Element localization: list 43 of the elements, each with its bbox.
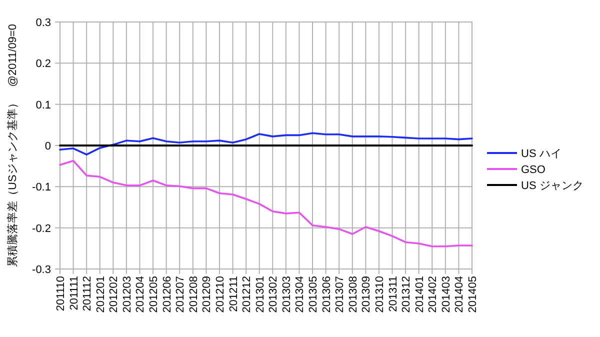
y-tick-label: 0	[44, 140, 51, 152]
x-tick-label: 201301	[254, 276, 266, 313]
x-tick-label: 201205	[148, 276, 160, 313]
y-tick-label: -0.2	[32, 222, 51, 235]
x-tick-label: 201204	[134, 276, 147, 313]
x-tick-label: 201212	[241, 276, 254, 313]
x-tick-label: 201209	[201, 276, 214, 313]
y-tick-label: -0.1	[32, 182, 51, 194]
x-tick-label: 201307	[334, 276, 346, 313]
x-tick-label: 201206	[161, 276, 174, 313]
y-tick-label: 0.1	[36, 99, 51, 112]
x-tick-label: 201405	[467, 276, 479, 313]
legend-label: US ハイ	[521, 148, 562, 160]
y-tick-label: -0.3	[32, 264, 51, 276]
x-tick-label: 201203	[121, 276, 134, 313]
x-tick-label: 201305	[308, 276, 320, 313]
x-tick-label: 201404	[454, 276, 466, 313]
x-tick-label: 201304	[294, 276, 306, 313]
x-tick-label: 201110	[55, 276, 67, 312]
x-tick-label: 201303	[280, 276, 293, 313]
y-tick-label: 0.2	[36, 58, 51, 70]
x-tick-label: 201208	[188, 276, 200, 313]
x-tick-label: 201311	[387, 276, 400, 312]
y-tick-label: 0.3	[36, 17, 51, 29]
x-tick-label: 201201	[94, 276, 107, 313]
x-tick-label: 201310	[374, 276, 386, 313]
x-tick-label: 201210	[214, 276, 226, 313]
x-tick-label: 201202	[108, 276, 120, 313]
legend-label: GSO	[521, 164, 546, 176]
x-tick-label: 201308	[347, 276, 360, 313]
x-tick-label: 201402	[427, 276, 440, 313]
x-tick-label: 201309	[360, 276, 373, 313]
x-tick-label: 201207	[174, 276, 187, 313]
x-tick-label: 201401	[414, 276, 426, 313]
x-tick-label: 201312	[400, 276, 413, 313]
legend-label: US ジャンク	[521, 180, 584, 192]
x-tick-label: 201112	[82, 276, 94, 312]
x-tick-label: 201306	[320, 276, 333, 313]
x-tick-label: 201403	[440, 276, 452, 313]
x-tick-label: 201111	[68, 276, 80, 310]
y-axis-title: 累積騰落率差（USジャンク基準） @2011/09=0	[6, 24, 19, 267]
x-tick-label: 201211	[228, 276, 240, 312]
x-tick-label: 201302	[268, 276, 280, 313]
